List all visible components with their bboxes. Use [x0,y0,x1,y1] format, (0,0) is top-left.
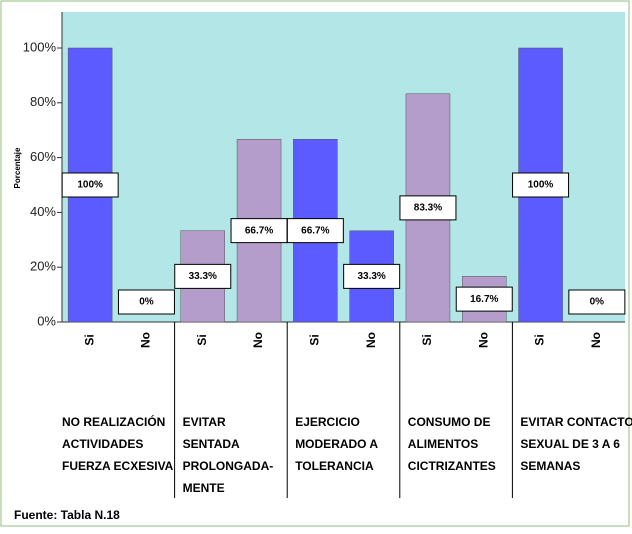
x-tick-label: Si [82,334,96,345]
y-tick-label: 80% [30,94,56,109]
value-label-box [512,172,570,198]
group-label: EVITAR CONTACTO [520,415,632,429]
group-label: TOLERANCIA [295,459,374,473]
group-label: PROLONGADA- [183,459,274,473]
value-label-box [455,286,513,312]
y-tick-label: 20% [30,259,56,274]
x-tick-label: Si [308,334,322,345]
y-axis-label: Porcentaje [13,147,22,188]
value-label-box [568,289,626,315]
value-label: 66.7% [245,225,273,236]
value-label: 0% [139,297,154,308]
value-label: 66.7% [301,225,329,236]
group-label: MODERADO A [295,437,378,451]
value-label: 100% [528,180,554,191]
value-label: 83.3% [414,203,442,214]
value-label: 33.3% [357,271,385,282]
value-label-box [117,289,175,315]
value-label: 33.3% [189,271,217,282]
x-tick-label: Si [420,334,434,345]
x-tick-label: No [589,332,603,348]
group-label: ACTIVIDADES [62,437,143,451]
value-label-box [174,263,232,289]
value-label: 0% [590,297,605,308]
value-label-box [343,263,401,289]
value-label: 100% [77,180,103,191]
y-tick-label: 40% [30,204,56,219]
group-label: SEMANAS [520,459,580,473]
x-tick-label: Si [195,334,209,345]
value-label-box [61,172,119,198]
group-label: CONSUMO DE [408,415,491,429]
x-tick-label: Si [533,334,547,345]
group-label: MENTE [183,481,225,495]
group-label: FUERZA ECXESIVA [62,459,174,473]
x-tick-label: No [364,332,378,348]
value-label-box [399,195,457,221]
group-label: EVITAR [183,415,226,429]
group-label: NO REALIZACIÓN [62,414,165,429]
group-label: CICTRIZANTES [408,459,496,473]
group-label: SEXUAL DE 3 A 6 [520,437,620,451]
x-tick-label: No [476,332,490,348]
y-tick-label: 100% [23,39,57,54]
value-label: 16.7% [470,294,498,305]
y-tick-label: 0% [37,313,56,328]
value-label-box [286,218,344,244]
source: Fuente: Tabla N.18 [14,508,120,522]
x-tick-label: No [251,332,265,348]
x-tick-label: No [139,332,153,348]
group-label: SENTADA [183,437,240,451]
group-label: EJERCICIO [295,415,360,429]
group-label: ALIMENTOS [408,437,478,451]
y-tick-label: 60% [30,149,56,164]
